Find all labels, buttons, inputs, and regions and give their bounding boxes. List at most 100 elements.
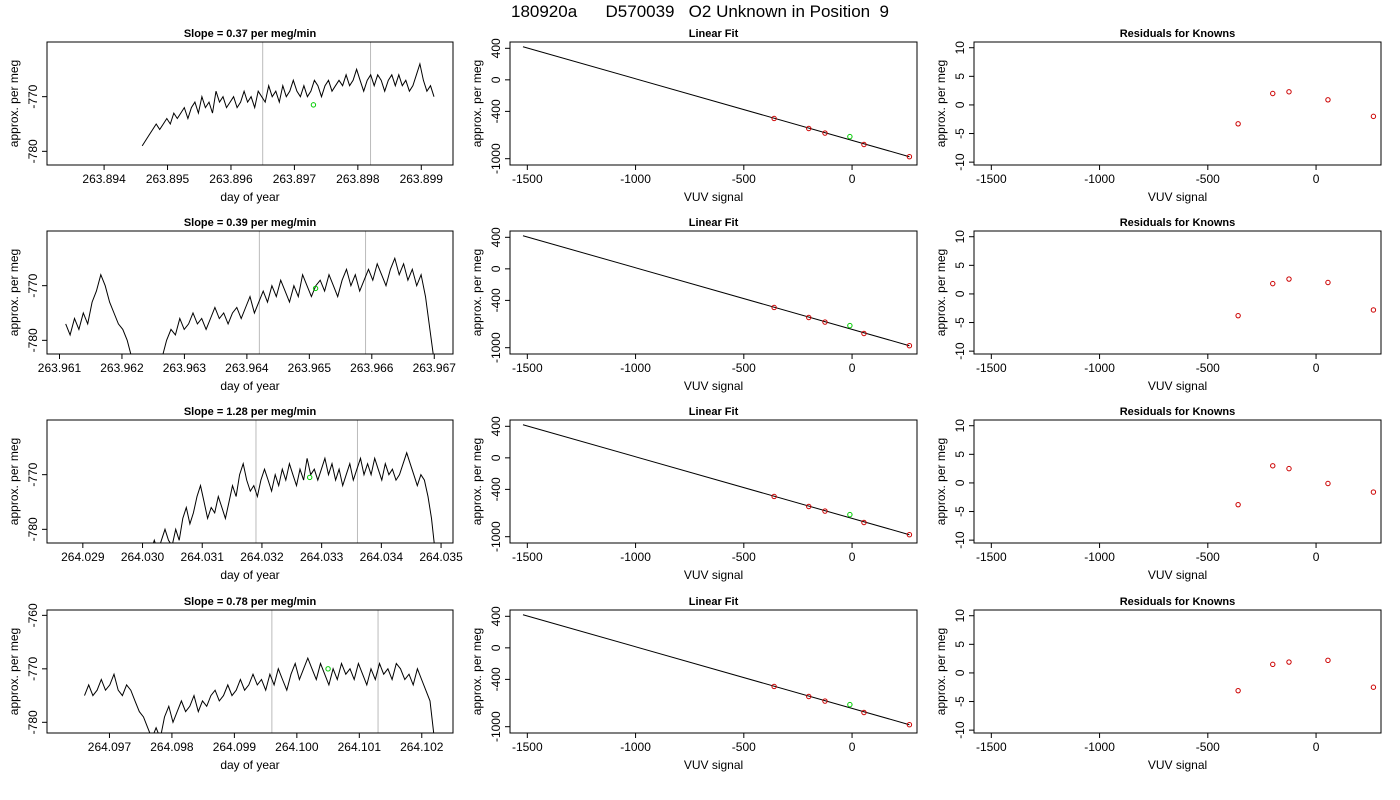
- known-point: [906, 532, 913, 538]
- fit-title: Linear Fit: [689, 596, 739, 608]
- x-tick-label: 264.030: [121, 550, 165, 564]
- known-point: [861, 330, 867, 337]
- y-tick-label: 0: [489, 454, 503, 461]
- residuals-title: Residuals for Knowns: [1120, 217, 1236, 229]
- x-tick-label: -500: [732, 740, 756, 754]
- x-tick-label: -500: [1196, 361, 1220, 375]
- x-tick-label: 264.099: [213, 740, 257, 754]
- x-axis-label: VUV signal: [1148, 190, 1207, 204]
- o2-trace: [65, 256, 434, 354]
- residuals-panel: Residuals for Knowns -1500 -1000 -500 0 VUV s…: [934, 217, 1382, 393]
- plot-frame: [509, 419, 918, 544]
- known-point: [771, 493, 777, 500]
- plot-frame: [973, 419, 1382, 544]
- unknown-point: [847, 511, 853, 518]
- y-tick-label: -400: [489, 99, 503, 123]
- y-tick-label: -1000: [489, 711, 503, 742]
- y-tick-label: -400: [489, 667, 503, 691]
- plot-frame: [973, 230, 1382, 355]
- o2-trace: [84, 656, 435, 733]
- y-tick-label: -5: [953, 696, 967, 707]
- x-tick-label: -1500: [976, 172, 1007, 186]
- x-tick-label: 264.035: [419, 550, 463, 564]
- residual-point: [1325, 657, 1331, 664]
- residual-point: [1286, 276, 1292, 282]
- y-axis-label: approx. per meg: [470, 628, 484, 715]
- y-axis-label: approx. per meg: [934, 438, 948, 525]
- y-tick-label: -10: [953, 342, 967, 360]
- residual-point: [1286, 89, 1292, 95]
- residual-point: [1235, 501, 1241, 508]
- linear-fit-panel: Linear Fit -1500 -1000 -500 0 VUV signal 400 0 -…: [470, 406, 918, 582]
- y-tick-label: 0: [489, 644, 503, 651]
- x-tick-label: -500: [732, 172, 756, 186]
- residuals-panel: Residuals for Knowns -1500 -1000 -500 0 VUV s…: [934, 406, 1382, 582]
- x-tick-label: 263.966: [350, 361, 394, 375]
- y-axis-label: approx. per meg: [7, 628, 21, 715]
- residuals-title: Residuals for Knowns: [1120, 406, 1236, 418]
- y-tick-label: -5: [953, 317, 967, 328]
- y-tick-label: -1000: [489, 521, 503, 552]
- x-tick-label: 264.032: [240, 550, 284, 564]
- x-axis-label: day of year: [220, 379, 279, 393]
- x-tick-label: 263.899: [400, 172, 444, 186]
- x-tick-label: 263.898: [336, 172, 380, 186]
- y-axis-label: approx. per meg: [934, 628, 948, 715]
- fit-title: Linear Fit: [689, 217, 739, 229]
- x-tick-label: -1500: [512, 361, 543, 375]
- x-axis-label: VUV signal: [684, 758, 743, 772]
- fit-title: Linear Fit: [689, 406, 739, 418]
- unknown-point: [310, 102, 317, 108]
- residual-point: [1370, 113, 1377, 120]
- y-axis-label: approx. per meg: [470, 249, 484, 336]
- known-point: [822, 698, 828, 704]
- y-tick-label: -1000: [489, 332, 503, 363]
- x-tick-label: 0: [1313, 550, 1320, 564]
- y-tick-label: -760: [26, 603, 40, 627]
- x-tick-label: 263.967: [413, 361, 457, 375]
- slope-title: Slope = 0.37 per meg/min: [184, 28, 317, 40]
- x-tick-label: 264.034: [360, 550, 404, 564]
- x-tick-label: 0: [849, 172, 856, 186]
- x-tick-label: 264.102: [400, 740, 444, 754]
- fit-line: [522, 614, 910, 726]
- y-axis-label: approx. per meg: [7, 249, 21, 336]
- x-tick-label: 264.097: [88, 740, 132, 754]
- x-tick-label: 264.098: [150, 740, 194, 754]
- x-tick-label: -1500: [976, 361, 1007, 375]
- unknown-point: [847, 701, 853, 708]
- fit-title: Linear Fit: [689, 28, 739, 40]
- y-tick-label: 400: [489, 416, 503, 436]
- y-tick-label: -1000: [489, 143, 503, 174]
- known-point: [822, 130, 828, 136]
- plot-frame: [46, 41, 454, 166]
- o2-trace: [141, 61, 435, 147]
- time-series-panel: Slope = 0.78 per meg/min 264.097 264.098 26…: [7, 596, 454, 772]
- x-axis-label: VUV signal: [684, 379, 743, 393]
- x-tick-label: -1000: [1084, 172, 1115, 186]
- known-point: [861, 141, 867, 148]
- time-series-panel: Slope = 0.37 per meg/min 263.894 263.895 26…: [7, 28, 454, 204]
- y-tick-label: -10: [953, 531, 967, 549]
- known-point: [906, 343, 913, 349]
- x-axis-label: VUV signal: [1148, 568, 1207, 582]
- residuals-title: Residuals for Knowns: [1120, 28, 1236, 40]
- y-tick-label: -770: [26, 462, 40, 486]
- x-tick-label: 263.961: [38, 361, 82, 375]
- y-tick-label: -10: [953, 721, 967, 739]
- slope-title: Slope = 0.78 per meg/min: [184, 596, 317, 608]
- y-axis-label: approx. per meg: [934, 249, 948, 336]
- x-tick-label: 263.963: [163, 361, 207, 375]
- residuals-title: Residuals for Knowns: [1120, 596, 1236, 608]
- residual-point: [1270, 463, 1276, 469]
- x-axis-label: VUV signal: [684, 190, 743, 204]
- y-axis-label: approx. per meg: [470, 438, 484, 525]
- y-tick-label: 5: [953, 641, 967, 648]
- x-axis-label: day of year: [220, 190, 279, 204]
- known-point: [861, 709, 867, 716]
- plot-frame: [509, 230, 918, 355]
- y-tick-label: 10: [953, 609, 967, 623]
- residual-point: [1370, 307, 1377, 313]
- residual-point: [1270, 661, 1276, 668]
